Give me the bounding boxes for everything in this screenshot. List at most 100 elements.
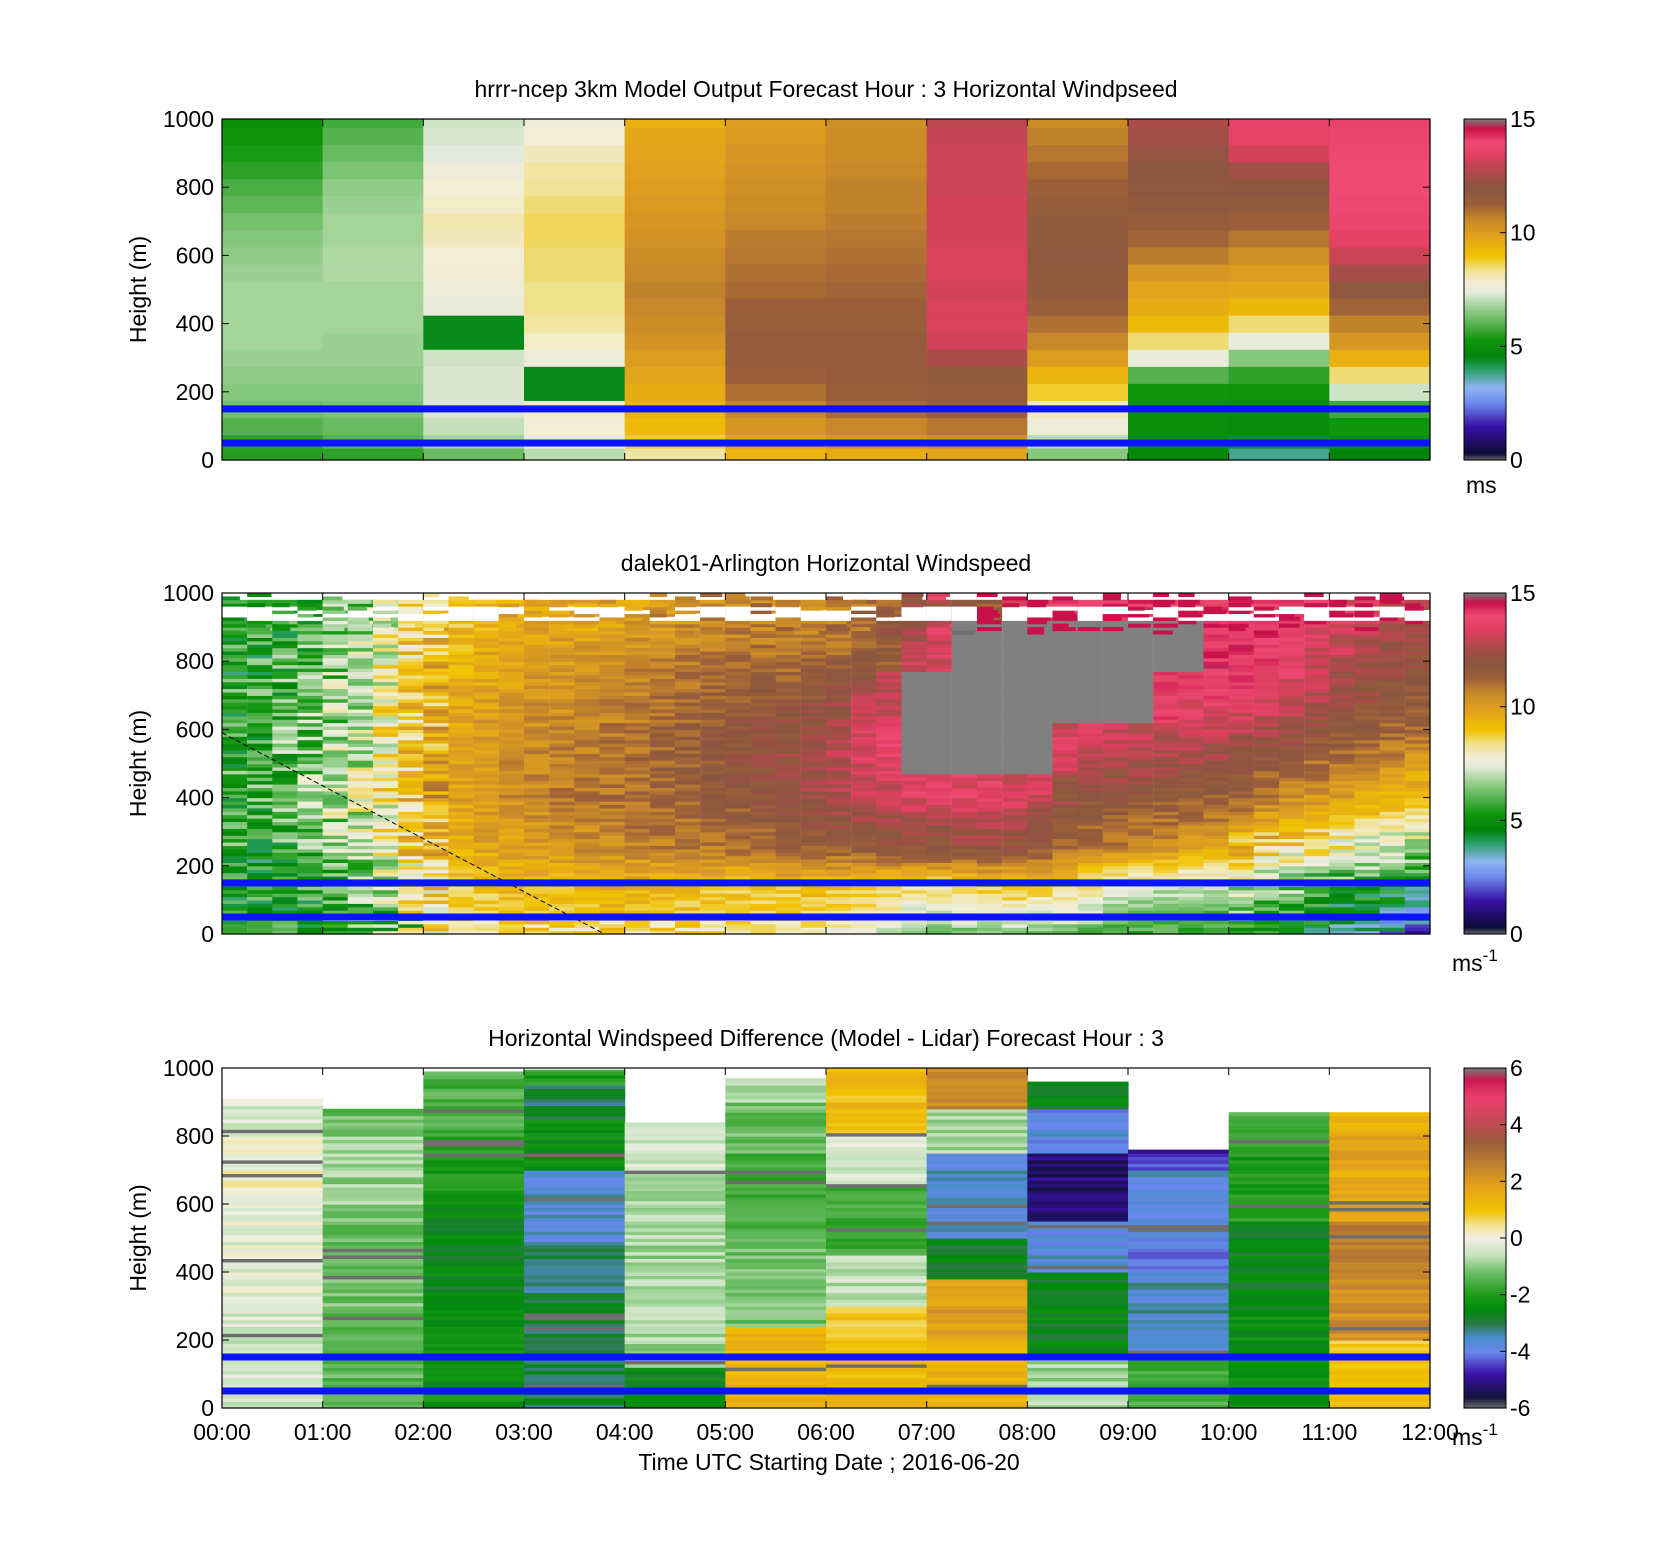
- heatmap-cell: [800, 674, 827, 679]
- heatmap-cell: [876, 790, 902, 795]
- heatmap-cell: [272, 865, 298, 870]
- heatmap-cell: [826, 821, 852, 826]
- heatmap-cell: [1027, 627, 1045, 632]
- heatmap-cell: [1153, 920, 1179, 925]
- heatmap-cell: [524, 790, 550, 795]
- heatmap-cell: [1203, 732, 1230, 737]
- heatmap-cell: [398, 818, 424, 823]
- heatmap-cell: [297, 732, 324, 737]
- heatmap-cell: [1153, 903, 1179, 908]
- heatmap-cell: [901, 644, 928, 649]
- heatmap-cell: [222, 746, 248, 751]
- heatmap-cell: [247, 821, 273, 826]
- heatmap-cell: [549, 640, 575, 645]
- heatmap-cell: [1077, 674, 1103, 679]
- heatmap-cell: [1253, 862, 1280, 867]
- heatmap-cell: [1102, 681, 1129, 686]
- heatmap-cell: [775, 896, 801, 901]
- heatmap-cell: [247, 855, 273, 860]
- colorbar-swatch: [1464, 310, 1506, 314]
- heatmap-cell: [574, 705, 600, 710]
- heatmap-cell: [1228, 749, 1254, 754]
- heatmap-cell: [876, 637, 902, 642]
- heatmap-cell: [1253, 896, 1280, 901]
- heatmap-cell: [826, 144, 928, 163]
- heatmap-cell: [926, 903, 952, 908]
- heatmap-cell: [599, 644, 626, 649]
- heatmap-cell: [826, 749, 852, 754]
- heatmap-cell: [574, 702, 600, 707]
- heatmap-cell: [1027, 801, 1053, 806]
- heatmap-cell: [297, 712, 324, 717]
- heatmap-cell: [1279, 616, 1301, 621]
- heatmap-cell: [675, 599, 701, 604]
- heatmap-cell: [1027, 838, 1053, 843]
- colorbar-swatch: [1464, 208, 1506, 212]
- heatmap-cell: [876, 838, 902, 843]
- heatmap-cell: [951, 603, 978, 608]
- heatmap-cell: [876, 828, 902, 833]
- heatmap-cell: [901, 593, 924, 598]
- heatmap-cell: [775, 886, 801, 891]
- heatmap-cell: [322, 708, 348, 713]
- heatmap-cell: [851, 893, 877, 898]
- heatmap-cell: [347, 828, 374, 833]
- heatmap-cell: [1279, 804, 1305, 809]
- heatmap-cell: [574, 746, 600, 751]
- heatmap-cell: [1153, 893, 1179, 898]
- heatmap-cell: [1027, 787, 1053, 792]
- heatmap-cell: [347, 763, 374, 768]
- heatmap-cell: [1027, 763, 1053, 768]
- heatmap-cell: [373, 794, 399, 799]
- heatmap-cell: [826, 743, 852, 748]
- heatmap-cell: [1253, 920, 1280, 925]
- heatmap-cell: [272, 872, 298, 877]
- heatmap-cell: [423, 144, 525, 163]
- heatmap-cell: [1279, 637, 1305, 642]
- heatmap-cell: [700, 872, 726, 877]
- heatmap-cell: [1002, 616, 1028, 621]
- heatmap-cell: [1178, 790, 1204, 795]
- heatmap-cell: [574, 801, 600, 806]
- colorbar-swatch: [1464, 391, 1506, 395]
- heatmap-cell: [624, 841, 650, 846]
- heatmap-cell: [347, 606, 367, 611]
- heatmap-cell: [373, 828, 399, 833]
- heatmap-cell: [750, 821, 777, 826]
- heatmap-cell: [347, 821, 374, 826]
- heatmap-cell: [1279, 876, 1305, 881]
- heatmap-cell: [951, 872, 978, 877]
- heatmap-cell: [549, 698, 575, 703]
- heatmap-cell: [826, 674, 852, 679]
- heatmap-cell: [373, 865, 399, 870]
- heatmap-cell: [700, 739, 726, 744]
- heatmap-cell: [1228, 688, 1254, 693]
- heatmap-cell: [1279, 770, 1305, 775]
- heatmap-cell: [1102, 613, 1121, 618]
- heatmap-cell: [473, 610, 499, 615]
- heatmap-cell: [624, 893, 650, 898]
- heatmap-cell: [926, 417, 1028, 436]
- heatmap-cell: [1153, 865, 1179, 870]
- heatmap-cell: [1102, 627, 1124, 632]
- heatmap-cell: [222, 144, 324, 163]
- heatmap-cell: [398, 838, 424, 843]
- heatmap-cell: [473, 678, 499, 683]
- heatmap-cell: [826, 695, 852, 700]
- heatmap-cell: [951, 616, 978, 621]
- heatmap-cell: [347, 640, 374, 645]
- heatmap-cell: [398, 783, 424, 788]
- heatmap-cell: [1253, 620, 1280, 625]
- heatmap-cell: [1027, 746, 1053, 751]
- heatmap-cell: [649, 664, 676, 669]
- heatmap-cell: [222, 760, 248, 765]
- heatmap-cell: [574, 708, 600, 713]
- heatmap-cell: [524, 858, 550, 863]
- heatmap-cell: [574, 722, 600, 727]
- heatmap-cell: [675, 824, 701, 829]
- heatmap-cell: [977, 712, 1003, 717]
- heatmap-cell: [1027, 743, 1053, 748]
- heatmap-cell: [1228, 280, 1330, 299]
- heatmap-cell: [1253, 746, 1280, 751]
- heatmap-cell: [1052, 766, 1079, 771]
